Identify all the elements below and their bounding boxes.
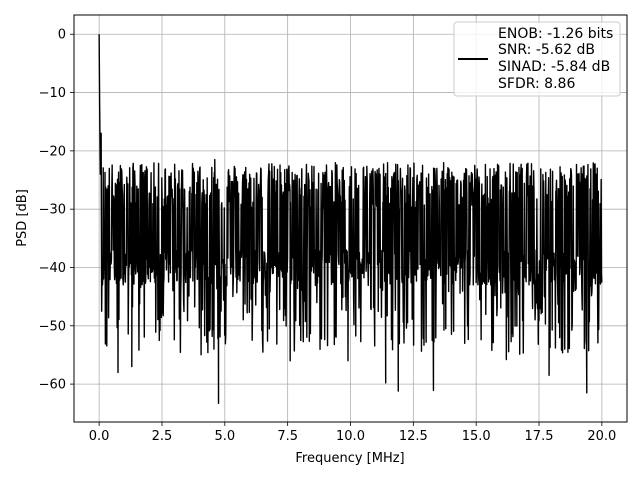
y-axis: 0 −10 −20 −30 −40 −50 −60 [39, 28, 74, 393]
legend-snr: SNR: -5.62 dB [498, 42, 595, 58]
y-tick-label: −40 [39, 261, 66, 276]
x-tick-label: 15.0 [462, 429, 491, 444]
x-axis-label: Frequency [MHz] [295, 451, 404, 466]
y-tick-label: −60 [39, 378, 66, 393]
series-layer [98, 34, 603, 405]
x-tick-label: 0.0 [89, 429, 110, 444]
psd-series-line [98, 34, 603, 405]
x-tick-label: 5.0 [214, 429, 235, 444]
x-tick-label: 2.5 [152, 429, 173, 444]
x-axis: 0.0 2.5 5.0 7.5 10.0 12.5 15.0 17.5 20.0 [89, 422, 616, 444]
legend-sinad: SINAD: -5.84 dB [498, 59, 610, 75]
y-tick-label: 0 [58, 28, 66, 43]
x-tick-label: 7.5 [277, 429, 298, 444]
x-tick-label: 20.0 [587, 429, 616, 444]
y-tick-label: −20 [39, 144, 66, 159]
y-axis-label: PSD [dB] [15, 189, 30, 247]
legend-sfdr: SFDR: 8.86 [498, 76, 575, 92]
legend-enob: ENOB: -1.26 bits [498, 26, 613, 42]
y-tick-label: −10 [39, 86, 66, 101]
y-tick-label: −50 [39, 319, 66, 334]
x-tick-label: 10.0 [336, 429, 365, 444]
x-tick-label: 12.5 [399, 429, 428, 444]
y-tick-label: −30 [39, 203, 66, 218]
x-tick-label: 17.5 [525, 429, 554, 444]
legend: ENOB: -1.26 bits SNR: -5.62 dB SINAD: -5… [453, 21, 621, 97]
legend-box [453, 21, 621, 97]
